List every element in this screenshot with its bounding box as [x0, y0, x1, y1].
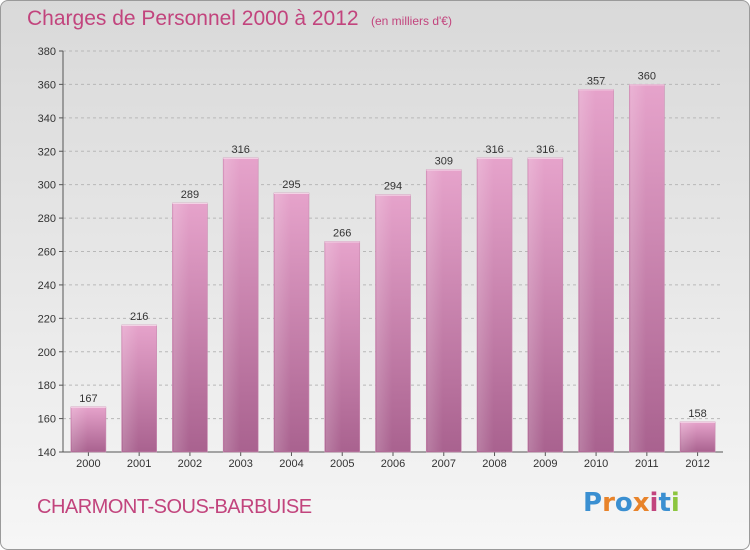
y-tick-label: 380 [38, 46, 56, 58]
logo-letter: o [614, 488, 633, 518]
y-tick-label: 180 [38, 380, 56, 392]
bar-highlight [681, 422, 697, 451]
data-label: 266 [333, 227, 351, 239]
data-label: 158 [688, 408, 706, 420]
data-labels: 167 216 289 316 295 266 294 309 316 316 357 360 158 [79, 70, 707, 420]
bar-highlight [376, 195, 393, 451]
x-tick-label: 2008 [482, 458, 506, 470]
bar-highlight [274, 194, 291, 452]
bar-highlight [630, 85, 647, 452]
data-label: 360 [638, 70, 656, 82]
logo-letter: i [670, 488, 680, 518]
logo-letter: t [658, 488, 671, 518]
x-tick-label: 2005 [330, 458, 354, 470]
x-tick-label: 2009 [533, 458, 557, 470]
y-tick-label: 300 [38, 180, 56, 192]
x-tick-label: 2001 [127, 458, 151, 470]
bar-highlight [173, 204, 190, 451]
logo-letter: i [649, 488, 659, 518]
bar-highlight [478, 158, 494, 451]
y-tick-label: 320 [38, 146, 56, 158]
y-tick-label: 220 [38, 313, 56, 325]
y-tick-label: 140 [38, 447, 56, 459]
y-tick-label: 160 [38, 414, 56, 426]
bar-highlight [427, 170, 444, 452]
data-label: 216 [130, 311, 148, 323]
bar-highlight [579, 90, 596, 451]
axes: 140 160 180 200 220 240 260 280 300 320 340 360 380 2… [38, 46, 723, 470]
bar-highlight [528, 158, 545, 451]
y-tick-label: 240 [38, 280, 56, 292]
x-tick-label: 2007 [432, 458, 456, 470]
x-tick-label: 2011 [635, 458, 659, 470]
data-label: 289 [181, 189, 199, 201]
bars [70, 84, 716, 453]
x-tick-label: 2010 [584, 458, 608, 470]
bar-highlight [224, 158, 240, 451]
bar-highlight [71, 407, 88, 451]
y-tick-label: 360 [38, 79, 56, 91]
data-label: 357 [587, 75, 605, 87]
x-tick-label: 2002 [178, 458, 202, 470]
logo-letter: x [632, 488, 650, 518]
logo-letter: P [583, 488, 603, 518]
chart-title: Charges de Personnel 2000 à 2012 [27, 7, 359, 30]
y-tick-label: 340 [38, 113, 56, 125]
x-tick-label: 2006 [381, 458, 405, 470]
y-tick-label: 280 [38, 213, 56, 225]
x-tick-label: 2004 [279, 458, 303, 470]
proxiti-logo[interactable]: Proxiti [583, 488, 680, 518]
y-tick-label: 260 [38, 247, 56, 259]
data-label: 316 [485, 144, 503, 156]
x-tick-label: 2003 [228, 458, 252, 470]
data-label: 309 [435, 156, 453, 168]
commune-name: CHARMONT-SOUS-BARBUISE [37, 496, 312, 518]
data-label: 167 [79, 393, 97, 405]
bar-highlight [122, 326, 139, 451]
data-label: 295 [282, 179, 300, 191]
data-label: 316 [536, 144, 554, 156]
data-label: 316 [232, 144, 250, 156]
logo-letter: r [602, 488, 615, 518]
data-label: 294 [384, 181, 402, 193]
x-tick-label: 2012 [685, 458, 709, 470]
x-tick-label: 2000 [76, 458, 100, 470]
y-tick-label: 200 [38, 347, 56, 359]
chart-subtitle: (en milliers d'€) [371, 14, 452, 28]
bar-highlight [325, 242, 342, 451]
